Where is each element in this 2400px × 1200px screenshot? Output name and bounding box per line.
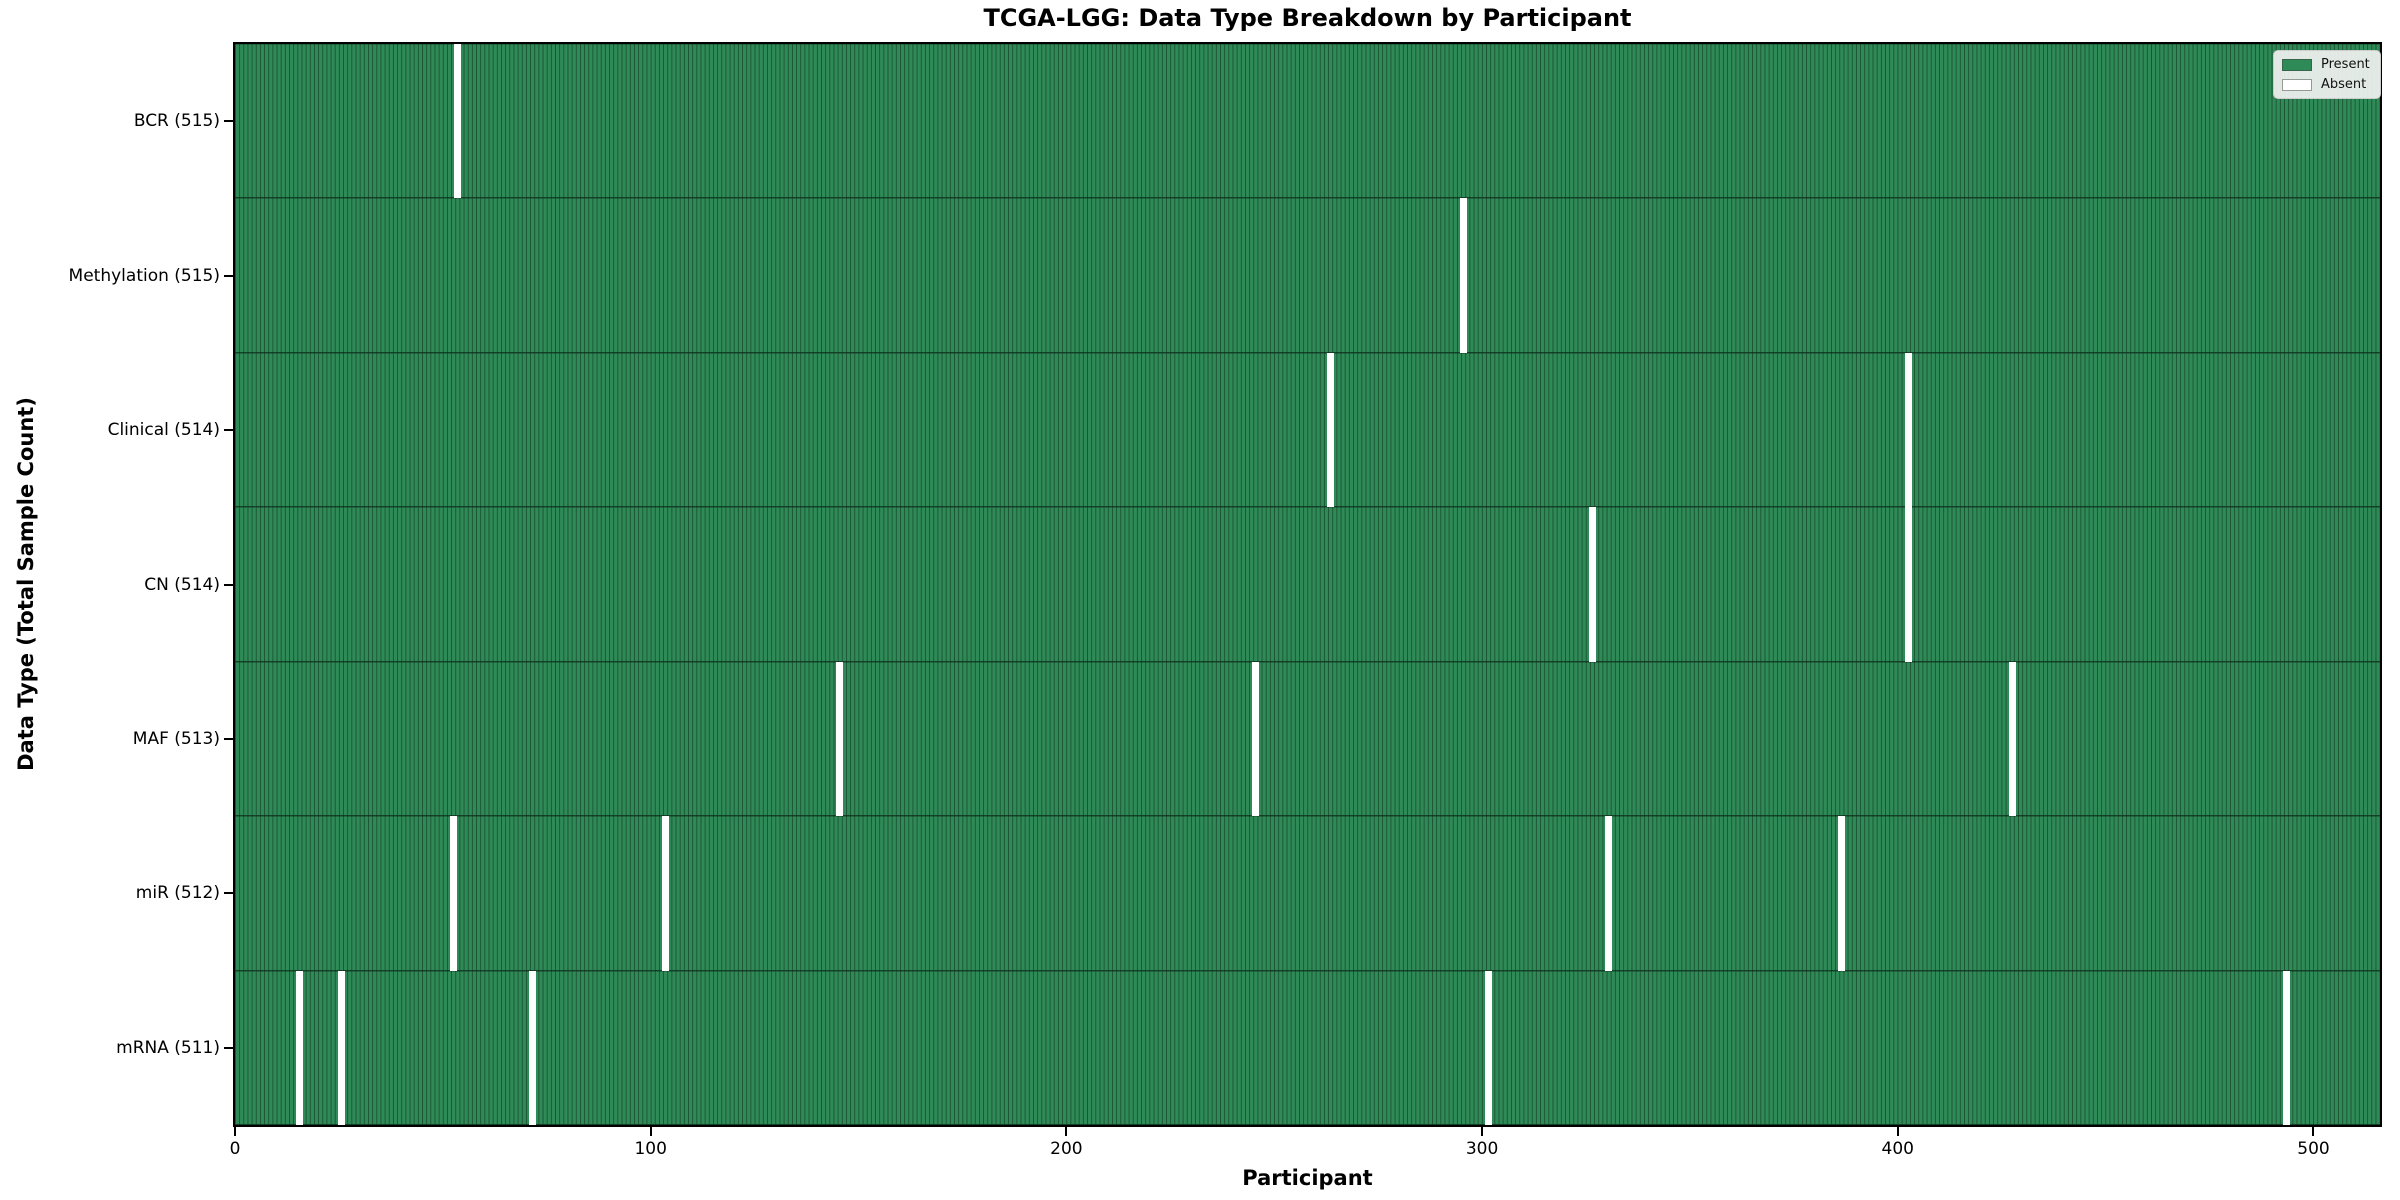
legend-item-present: Present: [2282, 57, 2370, 72]
legend-label-absent: Absent: [2321, 77, 2367, 92]
y-tick-label-maf: MAF (513): [132, 728, 220, 749]
y-tick-label-methylation: Methylation (515): [68, 265, 220, 286]
absent-gap: [337, 970, 345, 1125]
heatmap-row-maf: [235, 661, 2380, 817]
y-tick-label-clinical: Clinical (514): [107, 420, 220, 441]
x-tick-mark: [1896, 1127, 1899, 1136]
absent-gap: [1605, 816, 1613, 971]
absent-gap: [453, 44, 461, 199]
x-tick-label-500: 500: [2297, 1139, 2330, 1159]
absent-gap: [2282, 970, 2290, 1125]
y-tick-mark: [224, 892, 233, 895]
heatmap-row-cn: [235, 507, 2380, 662]
x-tick-label-300: 300: [1465, 1139, 1499, 1159]
absent-gap: [295, 970, 303, 1125]
y-tick-mark: [224, 274, 233, 277]
y-tick-label-bcr: BCR (515): [133, 111, 220, 132]
x-tick-label-0: 0: [229, 1139, 241, 1159]
legend-item-absent: Absent: [2282, 77, 2370, 92]
x-axis-label: Participant: [1242, 1166, 1373, 1190]
heatmap-row-mrna: [235, 970, 2380, 1125]
x-tick-label-200: 200: [1050, 1139, 1083, 1159]
absent-gap: [449, 816, 457, 971]
x-tick-mark: [1481, 1127, 1484, 1136]
x-tick-label-400: 400: [1881, 1139, 1915, 1159]
y-tick-mark: [224, 1046, 233, 1049]
absent-gap: [1838, 816, 1846, 971]
x-tick-mark: [649, 1127, 652, 1136]
absent-gap: [1252, 661, 1260, 817]
y-tick-mark: [224, 583, 233, 586]
x-tick-label-100: 100: [634, 1139, 667, 1159]
absent-gap: [2008, 661, 2016, 817]
absent-gap: [836, 661, 844, 817]
heatmap-row-clinical: [235, 352, 2380, 508]
y-axis-label: Data Type (Total Sample Count): [14, 397, 38, 771]
legend-label-present: Present: [2321, 57, 2370, 72]
plot-area: [233, 42, 2382, 1127]
x-tick-mark: [1065, 1127, 1068, 1136]
y-tick-mark: [224, 120, 233, 123]
absent-gap: [528, 970, 536, 1125]
absent-gap: [1326, 352, 1334, 508]
x-tick-mark: [2312, 1127, 2315, 1136]
y-tick-label-mrna: mRNA (511): [116, 1037, 220, 1058]
heatmap-row-mir: [235, 816, 2380, 971]
absent-gap: [1484, 970, 1492, 1125]
absent-gap: [1904, 352, 1912, 508]
absent-gap: [1904, 507, 1912, 662]
y-tick-mark: [224, 429, 233, 432]
x-tick-mark: [234, 1127, 236, 1136]
absent-gap: [661, 816, 669, 971]
y-tick-mark: [224, 737, 233, 740]
legend-swatch-absent: [2282, 78, 2312, 91]
absent-gap: [1459, 198, 1467, 353]
chart-title: TCGA-LGG: Data Type Breakdown by Partici…: [983, 4, 1632, 32]
legend-swatch-present: [2282, 58, 2312, 71]
y-tick-label-mir: miR (512): [135, 883, 220, 904]
legend: Present Absent: [2273, 50, 2381, 99]
y-tick-label-cn: CN (514): [144, 574, 220, 595]
heatmap-row-bcr: [235, 44, 2380, 199]
heatmap-row-methylation: [235, 198, 2380, 353]
absent-gap: [1588, 507, 1596, 662]
